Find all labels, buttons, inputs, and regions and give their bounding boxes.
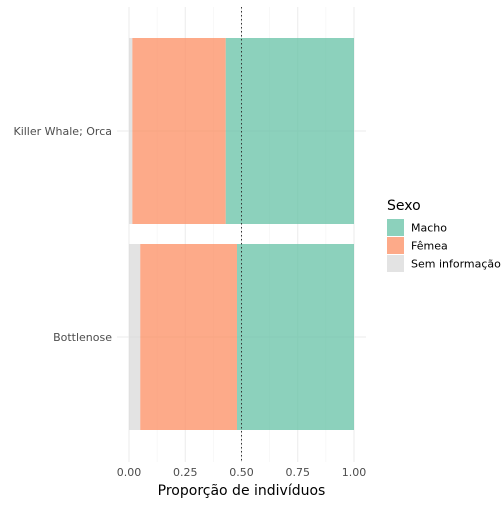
bar-segment-macho [225,38,354,224]
legend-label-f-mea: Fêmea [411,240,448,253]
bar-segment-f-mea [140,244,237,430]
bar-segment-sem-informa-o [129,38,133,224]
x-tick-label: 1.00 [342,466,367,479]
x-tick-label: 0.50 [229,466,254,479]
bar-segment-sem-informa-o [129,244,141,430]
axes: 0.00 0.25 0.50 0.75 1.00 Killer Whale; Orca Bo… [13,125,366,499]
x-tick-label: 0.25 [173,466,198,479]
legend: Sexo Macho Fêmea Sem informação [387,198,501,272]
bars [129,38,354,430]
legend-key-macho [387,219,404,236]
y-category-label: Bottlenose [53,331,112,344]
x-tick-label: 0.75 [286,466,311,479]
y-category-label: Killer Whale; Orca [13,125,112,138]
legend-label-macho: Macho [411,222,447,235]
legend-key-f-mea [387,237,404,254]
bar-segment-f-mea [132,38,226,224]
bar-segment-macho [237,244,354,430]
legend-key-sem-informa-o [387,255,404,272]
x-axis-title: Proporção de indivíduos [158,483,326,499]
legend-label-sem-informa-o: Sem informação [411,258,501,271]
legend-title: Sexo [387,198,421,214]
x-tick-label: 0.00 [117,466,142,479]
